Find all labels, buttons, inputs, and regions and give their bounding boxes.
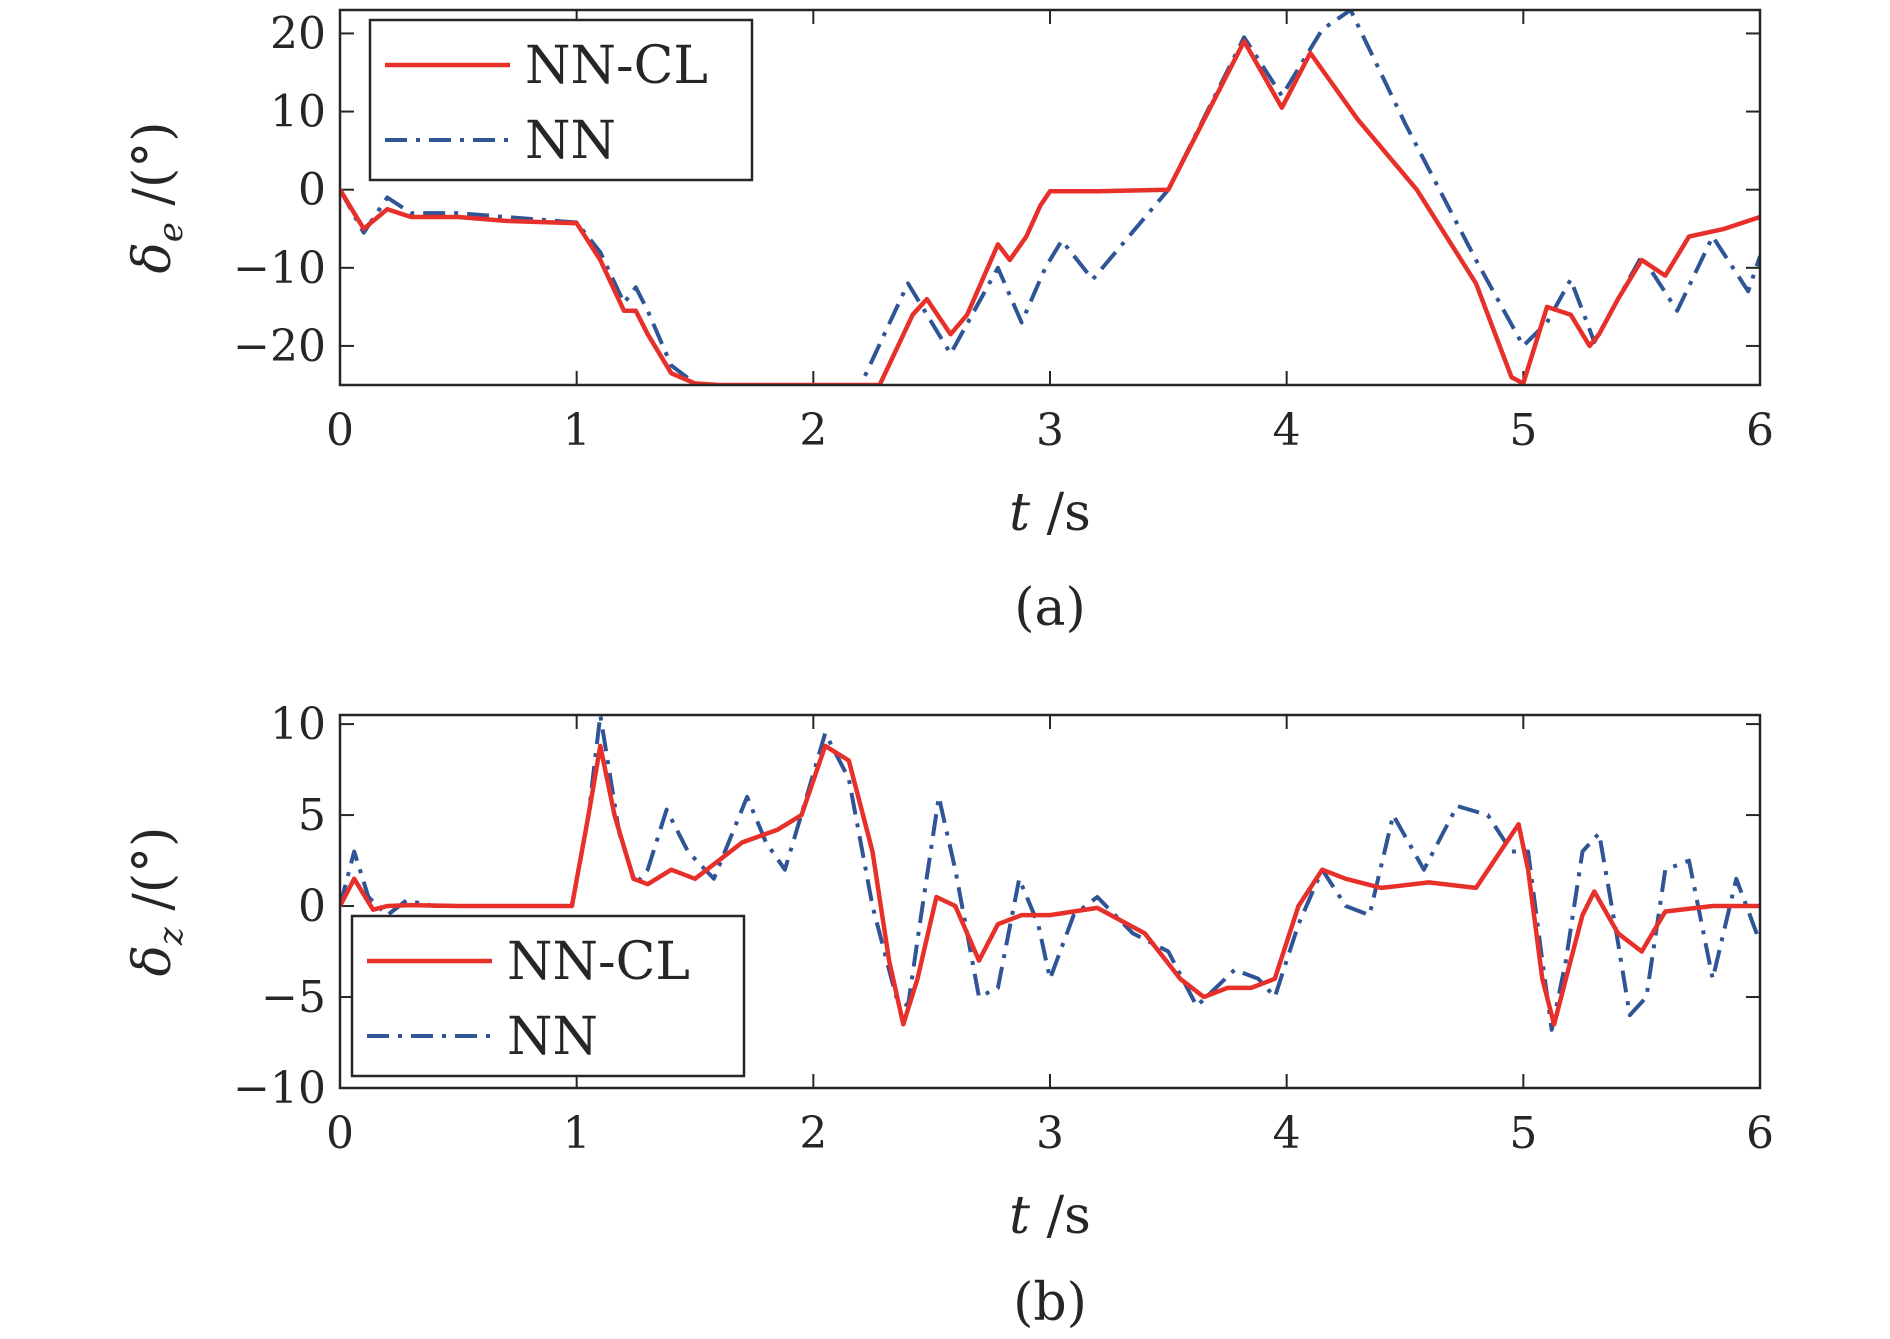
panel-a-legend-label: NN-CL — [525, 36, 708, 96]
panel-b-x-tick-label: 6 — [1746, 1108, 1774, 1159]
panel-a-axes-frame — [338, 8, 1762, 387]
panel-b-y-tick-label: −5 — [261, 972, 326, 1023]
panel-b-legend-label: NN-CL — [507, 932, 690, 992]
panel-b-x-tick-label: 2 — [799, 1108, 827, 1159]
panel-a-x-tick-label: 5 — [1509, 405, 1537, 456]
panel-a-x-label-symbol: t — [1009, 483, 1030, 543]
panel-a-x-label-unit: /s — [1030, 483, 1091, 543]
panel-a-legend: NN-CL NN — [368, 18, 754, 182]
panel-b-x-tick-label: 1 — [563, 1108, 591, 1159]
panel-b-y-tick-label: −10 — [233, 1063, 326, 1114]
panel-a-y-label-symbol: δ — [123, 242, 183, 273]
chart-panel-a: 0 1 2 3 4 5 6 −20 −10 0 10 20 δe /(°) t /s (a) NN-C… — [123, 8, 1774, 638]
panel-b-tick-labels: 0 1 2 3 4 5 6 −10 −5 0 5 10 — [233, 699, 1774, 1159]
panel-b-x-label-symbol: t — [1009, 1186, 1030, 1246]
panel-a-x-tick-label: 6 — [1746, 405, 1774, 456]
panel-b-x-tick-label: 3 — [1036, 1108, 1064, 1159]
panel-a-y-label-subscript: e — [151, 222, 191, 242]
panel-b-legend-box — [350, 914, 746, 1078]
panel-b-y-axis-label: δz /(°) — [123, 827, 191, 977]
panel-b-series — [340, 715, 1760, 1032]
panel-a-x-tick-label: 1 — [563, 405, 591, 456]
panel-b-y-label-unit: /(°) — [123, 827, 183, 928]
panel-a-legend-label: NN — [525, 111, 616, 171]
panel-b-y-tick-label: 10 — [270, 699, 326, 750]
panel-b-y-tick-label: 0 — [298, 881, 326, 932]
panel-a-y-axis-label: δe /(°) — [123, 121, 191, 273]
panel-b-x-label-unit: /s — [1030, 1186, 1091, 1246]
panel-b-series-line-nn-cl — [340, 743, 1760, 1027]
panel-b-y-label-subscript: z — [151, 926, 191, 946]
panel-b-x-tick-label: 0 — [326, 1108, 354, 1159]
panel-a-caption: (a) — [1014, 578, 1086, 638]
panel-a-x-tick-label: 0 — [326, 405, 354, 456]
panel-a-legend-box — [368, 18, 754, 182]
panel-a-y-tick-label: 10 — [270, 87, 326, 138]
panel-b-x-axis-label: t /s — [1009, 1186, 1091, 1246]
panel-a-x-tick-label: 2 — [799, 405, 827, 456]
panel-b-legend: NN-CL NN — [350, 914, 746, 1078]
panel-a-series — [340, 10, 1760, 385]
panel-a-y-label-unit: /(°) — [123, 121, 183, 222]
panel-a-tick-labels: 0 1 2 3 4 5 6 −20 −10 0 10 20 — [233, 8, 1774, 456]
panel-a-y-tick-label: 0 — [298, 165, 326, 216]
panel-a-series-line-nn-cl — [340, 39, 1760, 385]
panel-a-x-axis-label: t /s — [1009, 483, 1091, 543]
panel-a-x-tick-label: 3 — [1036, 405, 1064, 456]
panel-b-y-tick-label: 5 — [298, 790, 326, 841]
panel-b-x-tick-label: 4 — [1273, 1108, 1301, 1159]
panel-b-caption: (b) — [1013, 1273, 1087, 1333]
panel-b-x-tick-label: 5 — [1509, 1108, 1537, 1159]
panel-a-x-tick-label: 4 — [1273, 405, 1301, 456]
panel-b-y-label-symbol: δ — [123, 945, 183, 976]
panel-b-legend-label: NN — [507, 1007, 598, 1067]
panel-b-axes-frame — [338, 713, 1762, 1090]
panel-a-y-tick-label: 20 — [270, 8, 326, 59]
panel-a-y-tick-label: −10 — [233, 243, 326, 294]
panel-a-y-tick-label: −20 — [233, 321, 326, 372]
